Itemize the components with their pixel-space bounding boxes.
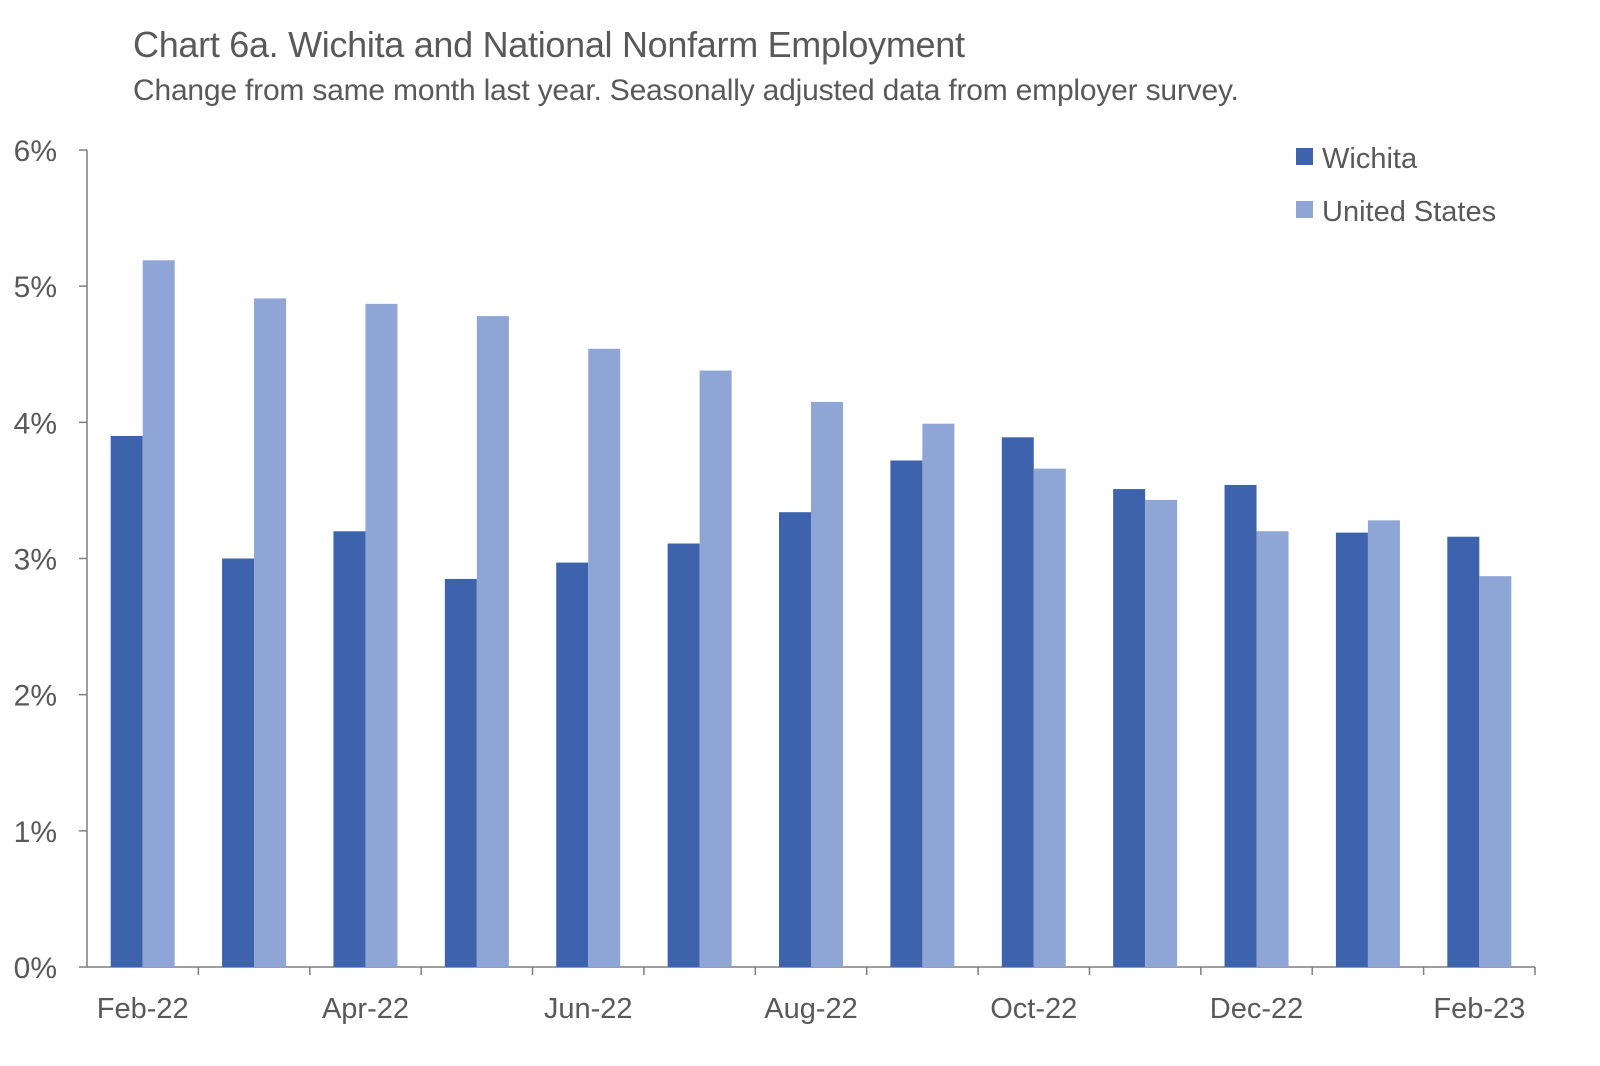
x-tick-label: Apr-22 bbox=[322, 993, 409, 1025]
y-tick-label: 1% bbox=[14, 816, 57, 849]
bar-united-states-jul-22 bbox=[699, 370, 732, 968]
bar-wichita-may-22 bbox=[444, 578, 477, 967]
bar-united-states-jan-23 bbox=[1367, 520, 1400, 967]
legend-label-wichita: Wichita bbox=[1322, 143, 1418, 175]
bar-united-states-apr-22 bbox=[365, 303, 398, 967]
legend-swatch-wichita bbox=[1296, 148, 1313, 165]
x-tick-label: Feb-22 bbox=[97, 993, 189, 1025]
x-axis: Feb-22 Apr-22 Jun-22 Aug-22 Oct-22 Dec-22 Feb-… bbox=[87, 966, 1536, 1025]
y-tick-label: 4% bbox=[14, 407, 57, 440]
bars bbox=[110, 260, 1512, 968]
y-axis: 0% 1% 2% 3% 4% 5% 6% bbox=[14, 135, 88, 985]
bar-united-states-mar-22 bbox=[254, 298, 287, 968]
legend-swatch-united-states bbox=[1296, 201, 1313, 218]
chart-title: Chart 6a. Wichita and National Nonfarm E… bbox=[133, 24, 965, 65]
bar-wichita-apr-22 bbox=[333, 531, 366, 967]
x-tick-label: Dec-22 bbox=[1210, 993, 1304, 1025]
x-tick-label: Oct-22 bbox=[990, 993, 1077, 1025]
x-tick-label: Jun-22 bbox=[544, 993, 633, 1025]
bar-wichita-oct-22 bbox=[1001, 437, 1034, 968]
chart-subtitle: Change from same month last year. Season… bbox=[133, 74, 1239, 107]
y-tick-label: 3% bbox=[14, 544, 57, 577]
bar-united-states-aug-22 bbox=[811, 401, 843, 967]
bar-united-states-may-22 bbox=[476, 316, 509, 968]
bar-united-states-feb-22 bbox=[142, 260, 175, 967]
legend-label-united-states: United States bbox=[1322, 196, 1496, 228]
bar-wichita-nov-22 bbox=[1113, 489, 1146, 967]
x-tick-label: Aug-22 bbox=[764, 993, 858, 1025]
bar-united-states-jun-22 bbox=[588, 348, 621, 967]
bar-united-states-oct-22 bbox=[1033, 468, 1066, 967]
bar-united-states-nov-22 bbox=[1145, 499, 1178, 967]
bar-wichita-mar-22 bbox=[222, 558, 255, 967]
y-tick-label: 5% bbox=[14, 271, 57, 304]
bar-wichita-sep-22 bbox=[890, 460, 923, 967]
y-tick-label: 2% bbox=[14, 680, 57, 713]
bar-wichita-dec-22 bbox=[1224, 484, 1257, 967]
bar-united-states-dec-22 bbox=[1256, 531, 1289, 967]
bar-wichita-jun-22 bbox=[556, 562, 589, 967]
y-tick-label: 6% bbox=[14, 135, 57, 168]
x-tick-label: Feb-23 bbox=[1433, 993, 1525, 1025]
bar-wichita-aug-22 bbox=[779, 512, 811, 967]
bar-wichita-feb-23 bbox=[1447, 536, 1480, 967]
bar-united-states-sep-22 bbox=[922, 423, 955, 967]
bar-wichita-jan-23 bbox=[1335, 532, 1368, 967]
legend: Wichita United States bbox=[1296, 143, 1496, 228]
bar-united-states-feb-23 bbox=[1479, 576, 1512, 967]
bar-wichita-jul-22 bbox=[667, 543, 700, 967]
y-tick-label: 0% bbox=[14, 952, 57, 985]
bar-wichita-feb-22 bbox=[110, 435, 143, 967]
